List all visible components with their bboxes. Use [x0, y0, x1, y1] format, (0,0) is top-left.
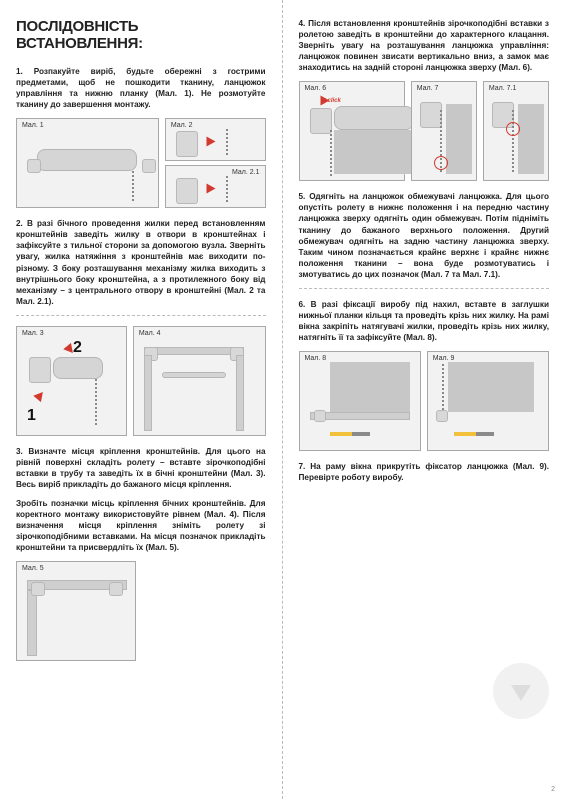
figure-5: Мал. 5 — [16, 561, 136, 661]
figure-2: Мал. 2 — [165, 118, 266, 161]
figure-7-1: Мал. 7.1 — [483, 81, 549, 181]
figure-row-2: Мал. 3 1 2 Мал. 4 — [16, 326, 266, 436]
divider-2 — [299, 288, 550, 289]
badge-2: 2 — [73, 339, 82, 357]
step-5-text: 5. Одягніть на ланцюжок обмежувачі ланцю… — [299, 191, 550, 280]
figure-row-4: Мал. 6 click Мал. 7 Мал. 7.1 — [299, 81, 550, 181]
divider-1 — [16, 315, 266, 316]
step-4-text: 4. Після встановлення кронштейнів зірочк… — [299, 18, 550, 73]
figure-7-1-label: Мал. 7.1 — [489, 85, 517, 92]
screwdriver-icon — [454, 432, 494, 436]
highlight-circle — [434, 156, 448, 170]
figure-row-1: Мал. 1 Мал. 2 Мал. 2.1 — [16, 118, 266, 208]
figure-2-1: Мал. 2.1 — [165, 165, 266, 208]
page: Послідовність встановлення: 1. Розпакуйт… — [0, 0, 565, 799]
figure-8-label: Мал. 8 — [305, 355, 327, 362]
step-1-text: 1. Розпакуйте виріб, будьте обережні з г… — [16, 66, 266, 110]
figure-row-3: Мал. 5 — [16, 561, 266, 661]
figure-3-label: Мал. 3 — [22, 330, 44, 337]
figure-7-label: Мал. 7 — [417, 85, 439, 92]
step-3b-text: Зробіть позначки місць кріплення бічних … — [16, 498, 266, 553]
arrow-icon — [320, 96, 329, 106]
page-number: 2 — [551, 786, 555, 793]
figure-2-label: Мал. 2 — [171, 122, 193, 129]
arrow-icon — [33, 389, 46, 402]
figure-9: Мал. 9 — [427, 351, 549, 451]
figure-4: Мал. 4 — [133, 326, 266, 436]
figure-6-label: Мал. 6 — [305, 85, 327, 92]
left-column: Послідовність встановлення: 1. Розпакуйт… — [0, 0, 283, 799]
figure-8: Мал. 8 — [299, 351, 421, 451]
figure-row-5: Мал. 8 Мал. 9 — [299, 351, 550, 451]
figure-3: Мал. 3 1 2 — [16, 326, 127, 436]
page-title: Послідовність встановлення: — [16, 18, 266, 52]
figure-7: Мал. 7 — [411, 81, 477, 181]
figure-5-label: Мал. 5 — [22, 565, 44, 572]
right-column: 4. Після встановлення кронштейнів зірочк… — [283, 0, 565, 799]
figure-2-1-label: Мал. 2.1 — [232, 169, 260, 176]
figure-6: Мал. 6 click — [299, 81, 405, 181]
step-6-text: 6. В разі фіксації виробу під нахил, вст… — [299, 299, 550, 343]
figure-9-label: Мал. 9 — [433, 355, 455, 362]
screwdriver-icon — [330, 432, 370, 436]
badge-1: 1 — [27, 407, 36, 425]
figure-1-label: Мал. 1 — [22, 122, 44, 129]
click-label: click — [328, 98, 341, 104]
figure-1: Мал. 1 — [16, 118, 159, 208]
watermark-icon — [493, 663, 549, 719]
figure-4-label: Мал. 4 — [139, 330, 161, 337]
step-7-text: 7. На раму вікна прикрутіть фіксатор лан… — [299, 461, 550, 483]
step-2-text: 2. В разі бічного проведення жилки перед… — [16, 218, 266, 307]
step-3a-text: 3. Визначте місця кріплення кронштейнів.… — [16, 446, 266, 490]
